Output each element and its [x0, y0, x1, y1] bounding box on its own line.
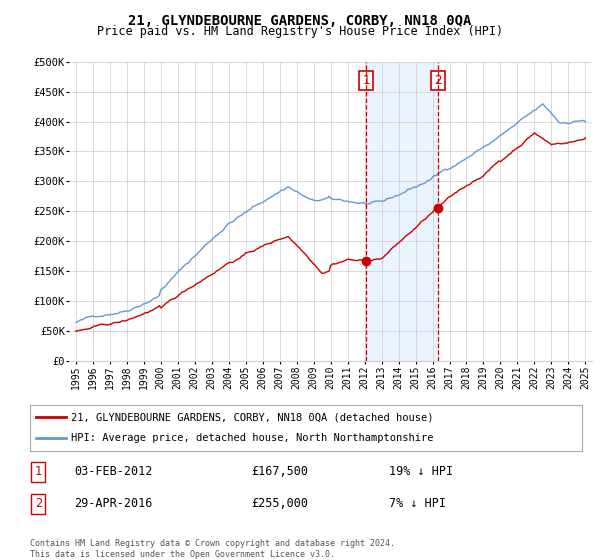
Text: 29-APR-2016: 29-APR-2016: [74, 497, 152, 510]
Text: Price paid vs. HM Land Registry's House Price Index (HPI): Price paid vs. HM Land Registry's House …: [97, 25, 503, 38]
Text: 19% ↓ HPI: 19% ↓ HPI: [389, 465, 453, 478]
Text: 1: 1: [362, 74, 370, 87]
Text: £255,000: £255,000: [251, 497, 308, 510]
Text: 21, GLYNDEBOURNE GARDENS, CORBY, NN18 0QA: 21, GLYNDEBOURNE GARDENS, CORBY, NN18 0Q…: [128, 14, 472, 28]
Text: 2: 2: [434, 74, 442, 87]
Text: £167,500: £167,500: [251, 465, 308, 478]
Bar: [366, 62, 438, 361]
Text: Contains HM Land Registry data © Crown copyright and database right 2024.
This d: Contains HM Land Registry data © Crown c…: [30, 539, 395, 559]
Text: 1: 1: [35, 465, 42, 478]
Text: 21, GLYNDEBOURNE GARDENS, CORBY, NN18 0QA (detached house): 21, GLYNDEBOURNE GARDENS, CORBY, NN18 0Q…: [71, 412, 434, 422]
Text: 03-FEB-2012: 03-FEB-2012: [74, 465, 152, 478]
Text: 7% ↓ HPI: 7% ↓ HPI: [389, 497, 446, 510]
Text: 2: 2: [35, 497, 42, 510]
Text: HPI: Average price, detached house, North Northamptonshire: HPI: Average price, detached house, Nort…: [71, 433, 434, 444]
